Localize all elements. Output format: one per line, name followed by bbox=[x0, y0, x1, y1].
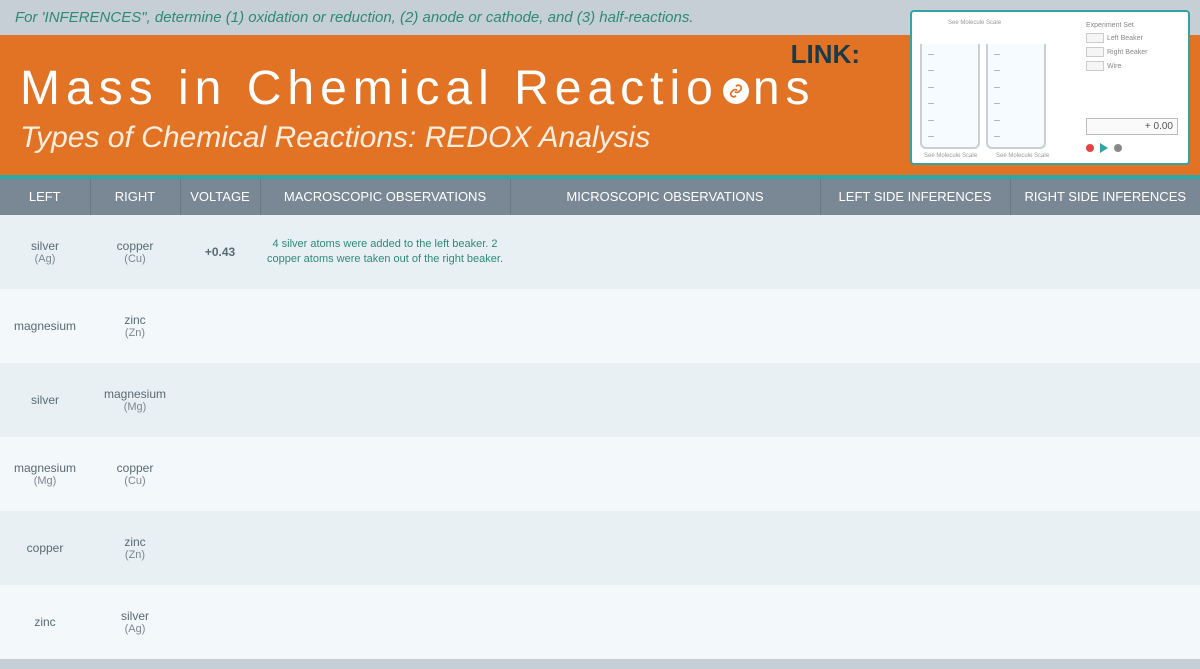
cell-linf[interactable] bbox=[820, 437, 1010, 511]
cell-linf[interactable] bbox=[820, 215, 1010, 289]
table-row[interactable]: silver(Ag)copper(Cu)+0.434 silver atoms … bbox=[0, 215, 1200, 289]
link-label: LINK: bbox=[791, 39, 860, 70]
header: LINK: Mass in Chemical Reactions Types o… bbox=[0, 35, 1200, 175]
col-macro: MACROSCOPIC OBSERVATIONS bbox=[260, 179, 510, 215]
header-row: LEFT RIGHT VOLTAGE MACROSCOPIC OBSERVATI… bbox=[0, 179, 1200, 215]
table-body: silver(Ag)copper(Cu)+0.434 silver atoms … bbox=[0, 215, 1200, 659]
cell-macro bbox=[260, 585, 510, 659]
record-dot[interactable] bbox=[1086, 144, 1094, 152]
cell-left: magnesium bbox=[0, 289, 90, 363]
cell-right: silver(Ag) bbox=[90, 585, 180, 659]
cell-micro[interactable] bbox=[510, 289, 820, 363]
instruction-text: For 'INFERENCES", determine (1) oxidatio… bbox=[15, 9, 694, 26]
table-row[interactable]: zincsilver(Ag) bbox=[0, 585, 1200, 659]
table-row[interactable]: copperzinc(Zn) bbox=[0, 511, 1200, 585]
cell-right: zinc(Zn) bbox=[90, 289, 180, 363]
cell-linf[interactable] bbox=[820, 585, 1010, 659]
grey-dot[interactable] bbox=[1114, 144, 1122, 152]
table-row[interactable]: magnesium(Mg)copper(Cu) bbox=[0, 437, 1200, 511]
ctrl-row[interactable]: Wire bbox=[1086, 61, 1178, 71]
cell-macro bbox=[260, 437, 510, 511]
cell-left: magnesium(Mg) bbox=[0, 437, 90, 511]
col-right: RIGHT bbox=[90, 179, 180, 215]
cell-voltage bbox=[180, 585, 260, 659]
cell-right: zinc(Zn) bbox=[90, 511, 180, 585]
cell-macro bbox=[260, 511, 510, 585]
data-table: LEFT RIGHT VOLTAGE MACROSCOPIC OBSERVATI… bbox=[0, 179, 1200, 659]
cell-voltage: +0.43 bbox=[180, 215, 260, 289]
play-icon[interactable] bbox=[1100, 143, 1108, 153]
cell-voltage bbox=[180, 511, 260, 585]
ctrl-row[interactable]: Left Beaker bbox=[1086, 33, 1178, 43]
cell-right: magnesium(Mg) bbox=[90, 363, 180, 437]
ctrl-row[interactable]: Right Beaker bbox=[1086, 47, 1178, 57]
cell-linf[interactable] bbox=[820, 363, 1010, 437]
scale-top-label: See Molecule Scale bbox=[948, 20, 1001, 26]
cell-macro bbox=[260, 289, 510, 363]
title-part-a: Mass in Chemical Reactio bbox=[20, 62, 719, 115]
left-beaker[interactable] bbox=[920, 44, 980, 149]
cell-left: copper bbox=[0, 511, 90, 585]
col-linf: LEFT SIDE INFERENCES bbox=[820, 179, 1010, 215]
simulation-widget[interactable]: See Molecule Scale See Molecule Scale Se… bbox=[910, 10, 1190, 165]
cell-micro[interactable] bbox=[510, 215, 820, 289]
col-voltage: VOLTAGE bbox=[180, 179, 260, 215]
cell-voltage bbox=[180, 437, 260, 511]
cell-micro[interactable] bbox=[510, 585, 820, 659]
cell-micro[interactable] bbox=[510, 363, 820, 437]
cell-left: silver bbox=[0, 363, 90, 437]
right-beaker[interactable] bbox=[986, 44, 1046, 149]
link-icon[interactable] bbox=[723, 78, 749, 104]
dot-row bbox=[1086, 143, 1178, 153]
cell-rinf[interactable] bbox=[1010, 363, 1200, 437]
voltage-display: + 0.00 bbox=[1086, 118, 1178, 135]
cell-voltage bbox=[180, 289, 260, 363]
cell-linf[interactable] bbox=[820, 289, 1010, 363]
exp-label: Experiment Set bbox=[1086, 22, 1178, 29]
cell-micro[interactable] bbox=[510, 511, 820, 585]
table-row[interactable]: silvermagnesium(Mg) bbox=[0, 363, 1200, 437]
cell-right: copper(Cu) bbox=[90, 437, 180, 511]
cell-left: zinc bbox=[0, 585, 90, 659]
col-micro: MICROSCOPIC OBSERVATIONS bbox=[510, 179, 820, 215]
cell-rinf[interactable] bbox=[1010, 289, 1200, 363]
cell-left: silver(Ag) bbox=[0, 215, 90, 289]
cell-rinf[interactable] bbox=[1010, 585, 1200, 659]
col-rinf: RIGHT SIDE INFERENCES bbox=[1010, 179, 1200, 215]
table-row[interactable]: magnesiumzinc(Zn) bbox=[0, 289, 1200, 363]
col-left: LEFT bbox=[0, 179, 90, 215]
cell-macro bbox=[260, 363, 510, 437]
cell-rinf[interactable] bbox=[1010, 511, 1200, 585]
cell-rinf[interactable] bbox=[1010, 215, 1200, 289]
scale-bottom-b: See Molecule Scale bbox=[996, 153, 1049, 159]
cell-macro: 4 silver atoms were added to the left be… bbox=[260, 215, 510, 289]
cell-linf[interactable] bbox=[820, 511, 1010, 585]
cell-right: copper(Cu) bbox=[90, 215, 180, 289]
cell-micro[interactable] bbox=[510, 437, 820, 511]
data-table-wrap: LEFT RIGHT VOLTAGE MACROSCOPIC OBSERVATI… bbox=[0, 175, 1200, 659]
cell-voltage bbox=[180, 363, 260, 437]
sim-controls: Experiment Set Left Beaker Right Beaker … bbox=[1082, 18, 1182, 157]
scale-bottom-a: See Molecule Scale bbox=[924, 153, 977, 159]
cell-rinf[interactable] bbox=[1010, 437, 1200, 511]
beaker-area: See Molecule Scale See Molecule Scale Se… bbox=[918, 18, 1082, 157]
